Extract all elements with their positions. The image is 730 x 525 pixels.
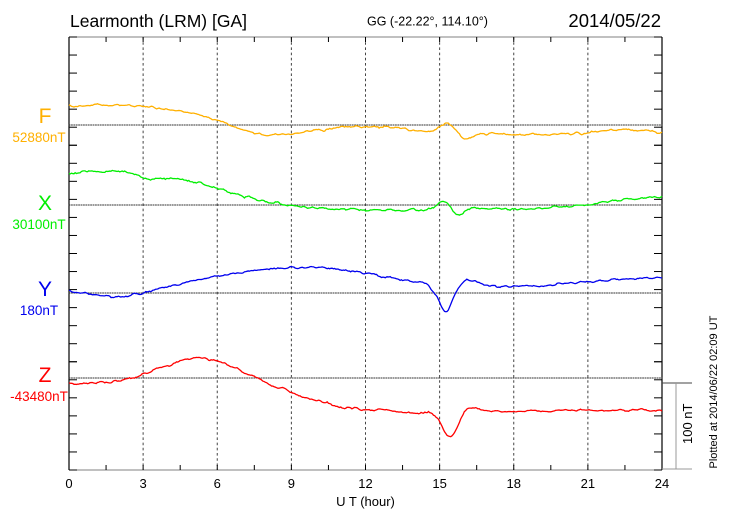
svg-text:18: 18 — [507, 476, 521, 491]
svg-text:6: 6 — [214, 476, 221, 491]
svg-text:21: 21 — [581, 476, 595, 491]
svg-text:3: 3 — [140, 476, 147, 491]
svg-text:2014/05/22: 2014/05/22 — [568, 10, 661, 31]
svg-text:100 nT: 100 nT — [680, 403, 695, 444]
svg-text:-43480nT: -43480nT — [10, 389, 68, 404]
svg-text:F: F — [39, 105, 52, 128]
svg-text:X: X — [38, 192, 52, 215]
svg-text:Learmonth (LRM) [GA]: Learmonth (LRM) [GA] — [70, 11, 247, 31]
svg-text:9: 9 — [288, 476, 295, 491]
svg-text:30100nT: 30100nT — [12, 217, 65, 232]
svg-text:Y: Y — [38, 278, 52, 301]
svg-text:U T (hour): U T (hour) — [336, 494, 395, 509]
svg-text:12: 12 — [358, 476, 372, 491]
svg-text:Z: Z — [39, 364, 52, 387]
svg-text:15: 15 — [432, 476, 446, 491]
svg-text:24: 24 — [655, 476, 669, 491]
svg-text:GG (-22.22°, 114.10°): GG (-22.22°, 114.10°) — [367, 15, 488, 29]
svg-text:180nT: 180nT — [20, 303, 58, 318]
svg-text:Plotted at 2014/06/22 02:09 UT: Plotted at 2014/06/22 02:09 UT — [708, 315, 720, 468]
svg-text:0: 0 — [65, 476, 72, 491]
svg-text:52880nT: 52880nT — [12, 130, 65, 145]
